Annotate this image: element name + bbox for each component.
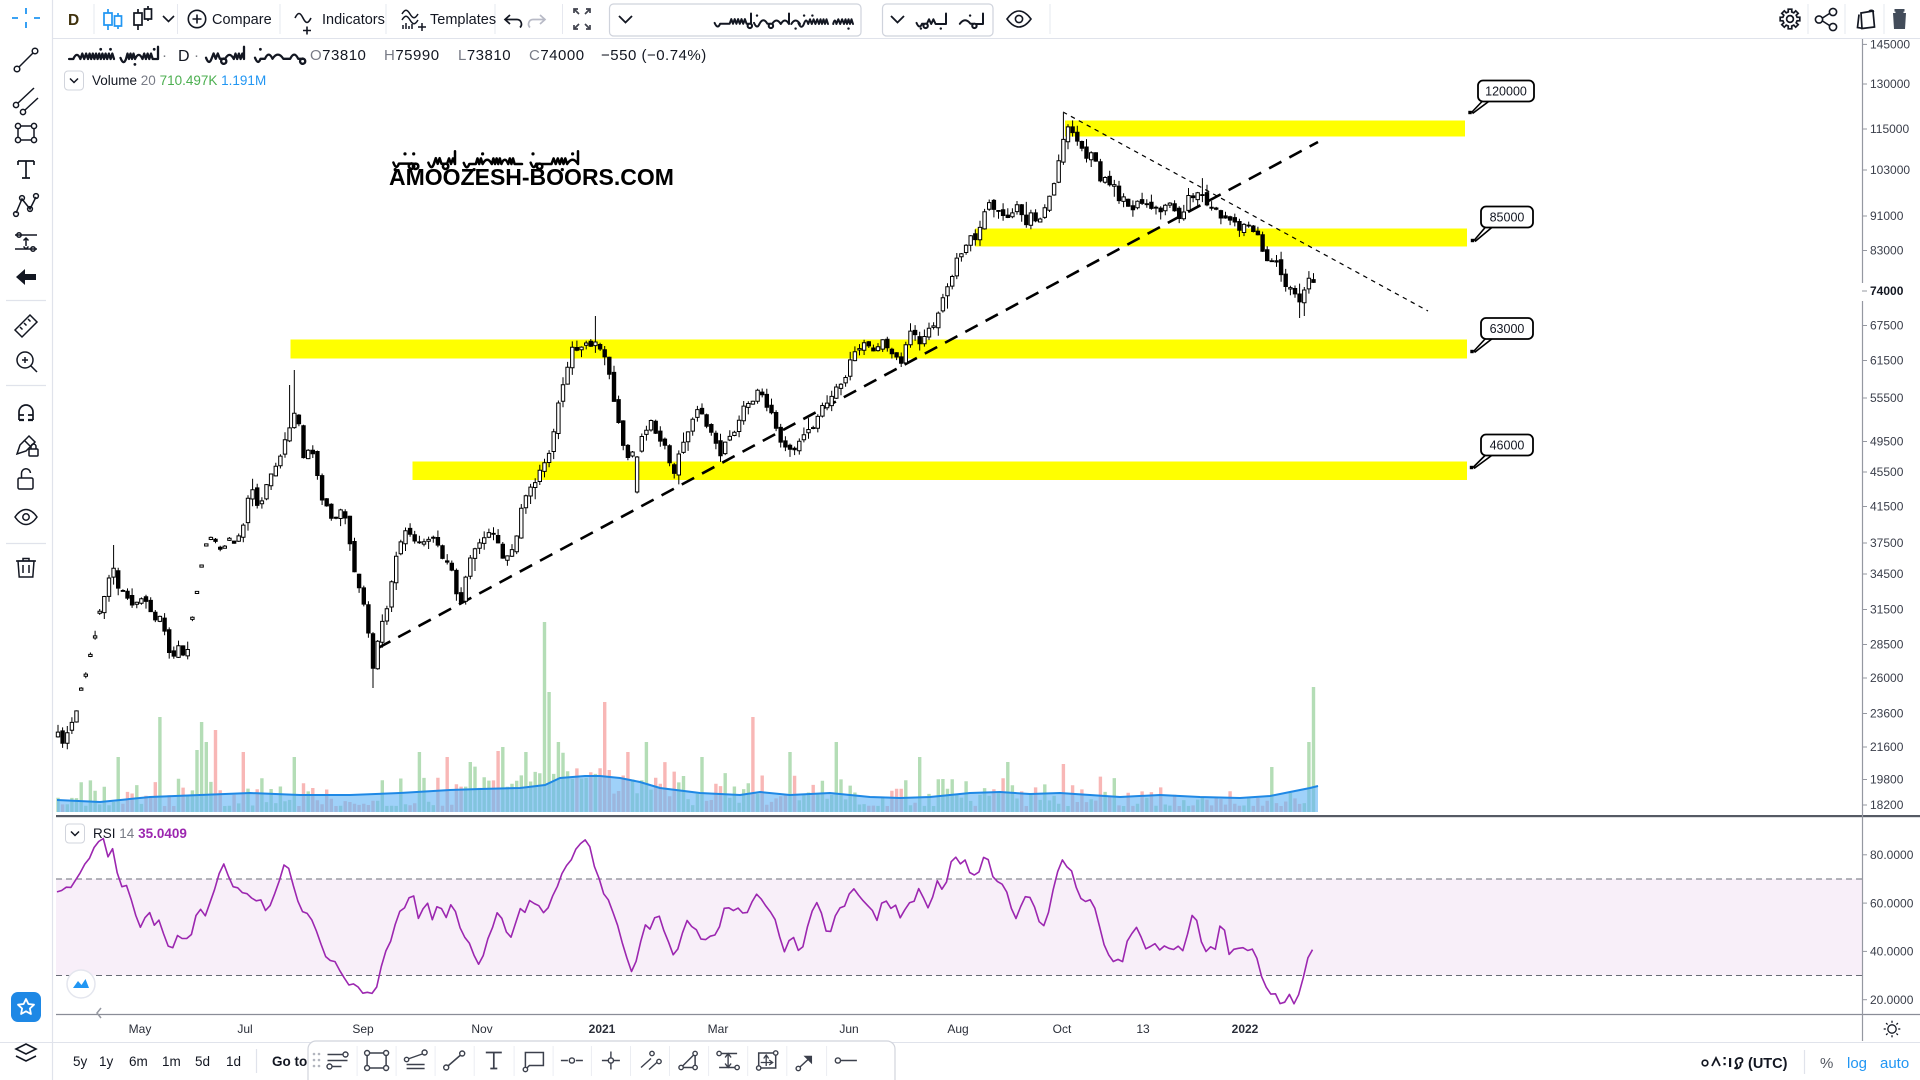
svg-text:D: D [68, 12, 79, 29]
svg-text:67500: 67500 [1870, 319, 1904, 333]
svg-text:28500: 28500 [1870, 638, 1904, 652]
svg-text:auto: auto [1880, 1055, 1909, 1072]
svg-text:130000: 130000 [1870, 77, 1910, 91]
svg-text:115000: 115000 [1870, 122, 1909, 136]
svg-text:1d: 1d [226, 1054, 241, 1069]
svg-text:−550 (−0.74%): −550 (−0.74%) [601, 47, 707, 64]
svg-text:2022: 2022 [1232, 1022, 1259, 1036]
svg-text:Volume 20 710.497K 1.191M: Volume 20 710.497K 1.191M [92, 73, 266, 88]
svg-text:26000: 26000 [1870, 671, 1904, 685]
svg-text:19800: 19800 [1870, 773, 1904, 787]
svg-text:log: log [1847, 1055, 1867, 1072]
svg-text:Aug: Aug [947, 1022, 968, 1036]
svg-text:18200: 18200 [1870, 798, 1904, 812]
svg-text:63000: 63000 [1490, 322, 1525, 336]
svg-text:Mar: Mar [708, 1022, 729, 1036]
svg-text:34500: 34500 [1870, 567, 1904, 581]
svg-text:31500: 31500 [1870, 603, 1904, 617]
svg-text:2021: 2021 [589, 1022, 616, 1036]
svg-text:41500: 41500 [1870, 500, 1904, 514]
svg-text:%: % [1820, 1055, 1833, 1072]
svg-text:80.0000: 80.0000 [1870, 848, 1914, 862]
svg-text:1m: 1m [162, 1054, 181, 1069]
svg-text:13: 13 [1136, 1022, 1150, 1036]
svg-text:21600: 21600 [1870, 740, 1904, 754]
svg-text:20.0000: 20.0000 [1870, 993, 1914, 1007]
svg-text:RSI 14 35.0409: RSI 14 35.0409 [93, 826, 187, 841]
svg-text:46000: 46000 [1490, 439, 1525, 453]
svg-text:Go to: Go to [272, 1054, 307, 1069]
svg-text:6m: 6m [129, 1054, 148, 1069]
svg-text:Indicators: Indicators [322, 12, 385, 28]
svg-text:Sep: Sep [352, 1022, 374, 1036]
svg-text:·: · [162, 47, 167, 64]
svg-text:37500: 37500 [1870, 536, 1904, 550]
svg-text:1y: 1y [99, 1054, 114, 1069]
svg-text:60.0000: 60.0000 [1870, 896, 1914, 910]
svg-text:AMOOZESH-BOORS.COM: AMOOZESH-BOORS.COM [389, 164, 674, 190]
svg-text:May: May [129, 1022, 152, 1036]
svg-text:23600: 23600 [1870, 707, 1904, 721]
svg-text:Templates: Templates [430, 12, 496, 28]
svg-text:45500: 45500 [1870, 465, 1904, 479]
svg-text:83000: 83000 [1870, 244, 1904, 258]
svg-text:Compare: Compare [212, 12, 272, 28]
svg-text:Oct: Oct [1053, 1022, 1072, 1036]
svg-text:55500: 55500 [1870, 391, 1904, 405]
svg-text:Jul: Jul [237, 1022, 252, 1036]
svg-text:D: D [178, 48, 190, 65]
svg-text:103000: 103000 [1870, 163, 1910, 177]
svg-text:85000: 85000 [1490, 211, 1525, 225]
svg-text:40.0000: 40.0000 [1870, 945, 1914, 959]
svg-text:L73810: L73810 [458, 47, 511, 64]
svg-text:120000: 120000 [1485, 85, 1527, 99]
svg-text:5d: 5d [195, 1054, 210, 1069]
svg-text:(UTC): (UTC) [1748, 1056, 1788, 1072]
svg-text:·: · [194, 47, 199, 64]
svg-text:Jun: Jun [839, 1022, 858, 1036]
svg-text:91000: 91000 [1870, 209, 1904, 223]
svg-text:145000: 145000 [1870, 38, 1910, 52]
svg-text:O73810: O73810 [310, 47, 366, 64]
svg-text:74000: 74000 [1870, 284, 1904, 298]
svg-text:C74000: C74000 [529, 47, 585, 64]
svg-text:61500: 61500 [1870, 354, 1904, 368]
svg-text:49500: 49500 [1870, 435, 1904, 449]
svg-text:5y: 5y [73, 1054, 88, 1069]
svg-text:H75990: H75990 [384, 47, 440, 64]
svg-text:Nov: Nov [471, 1022, 492, 1036]
